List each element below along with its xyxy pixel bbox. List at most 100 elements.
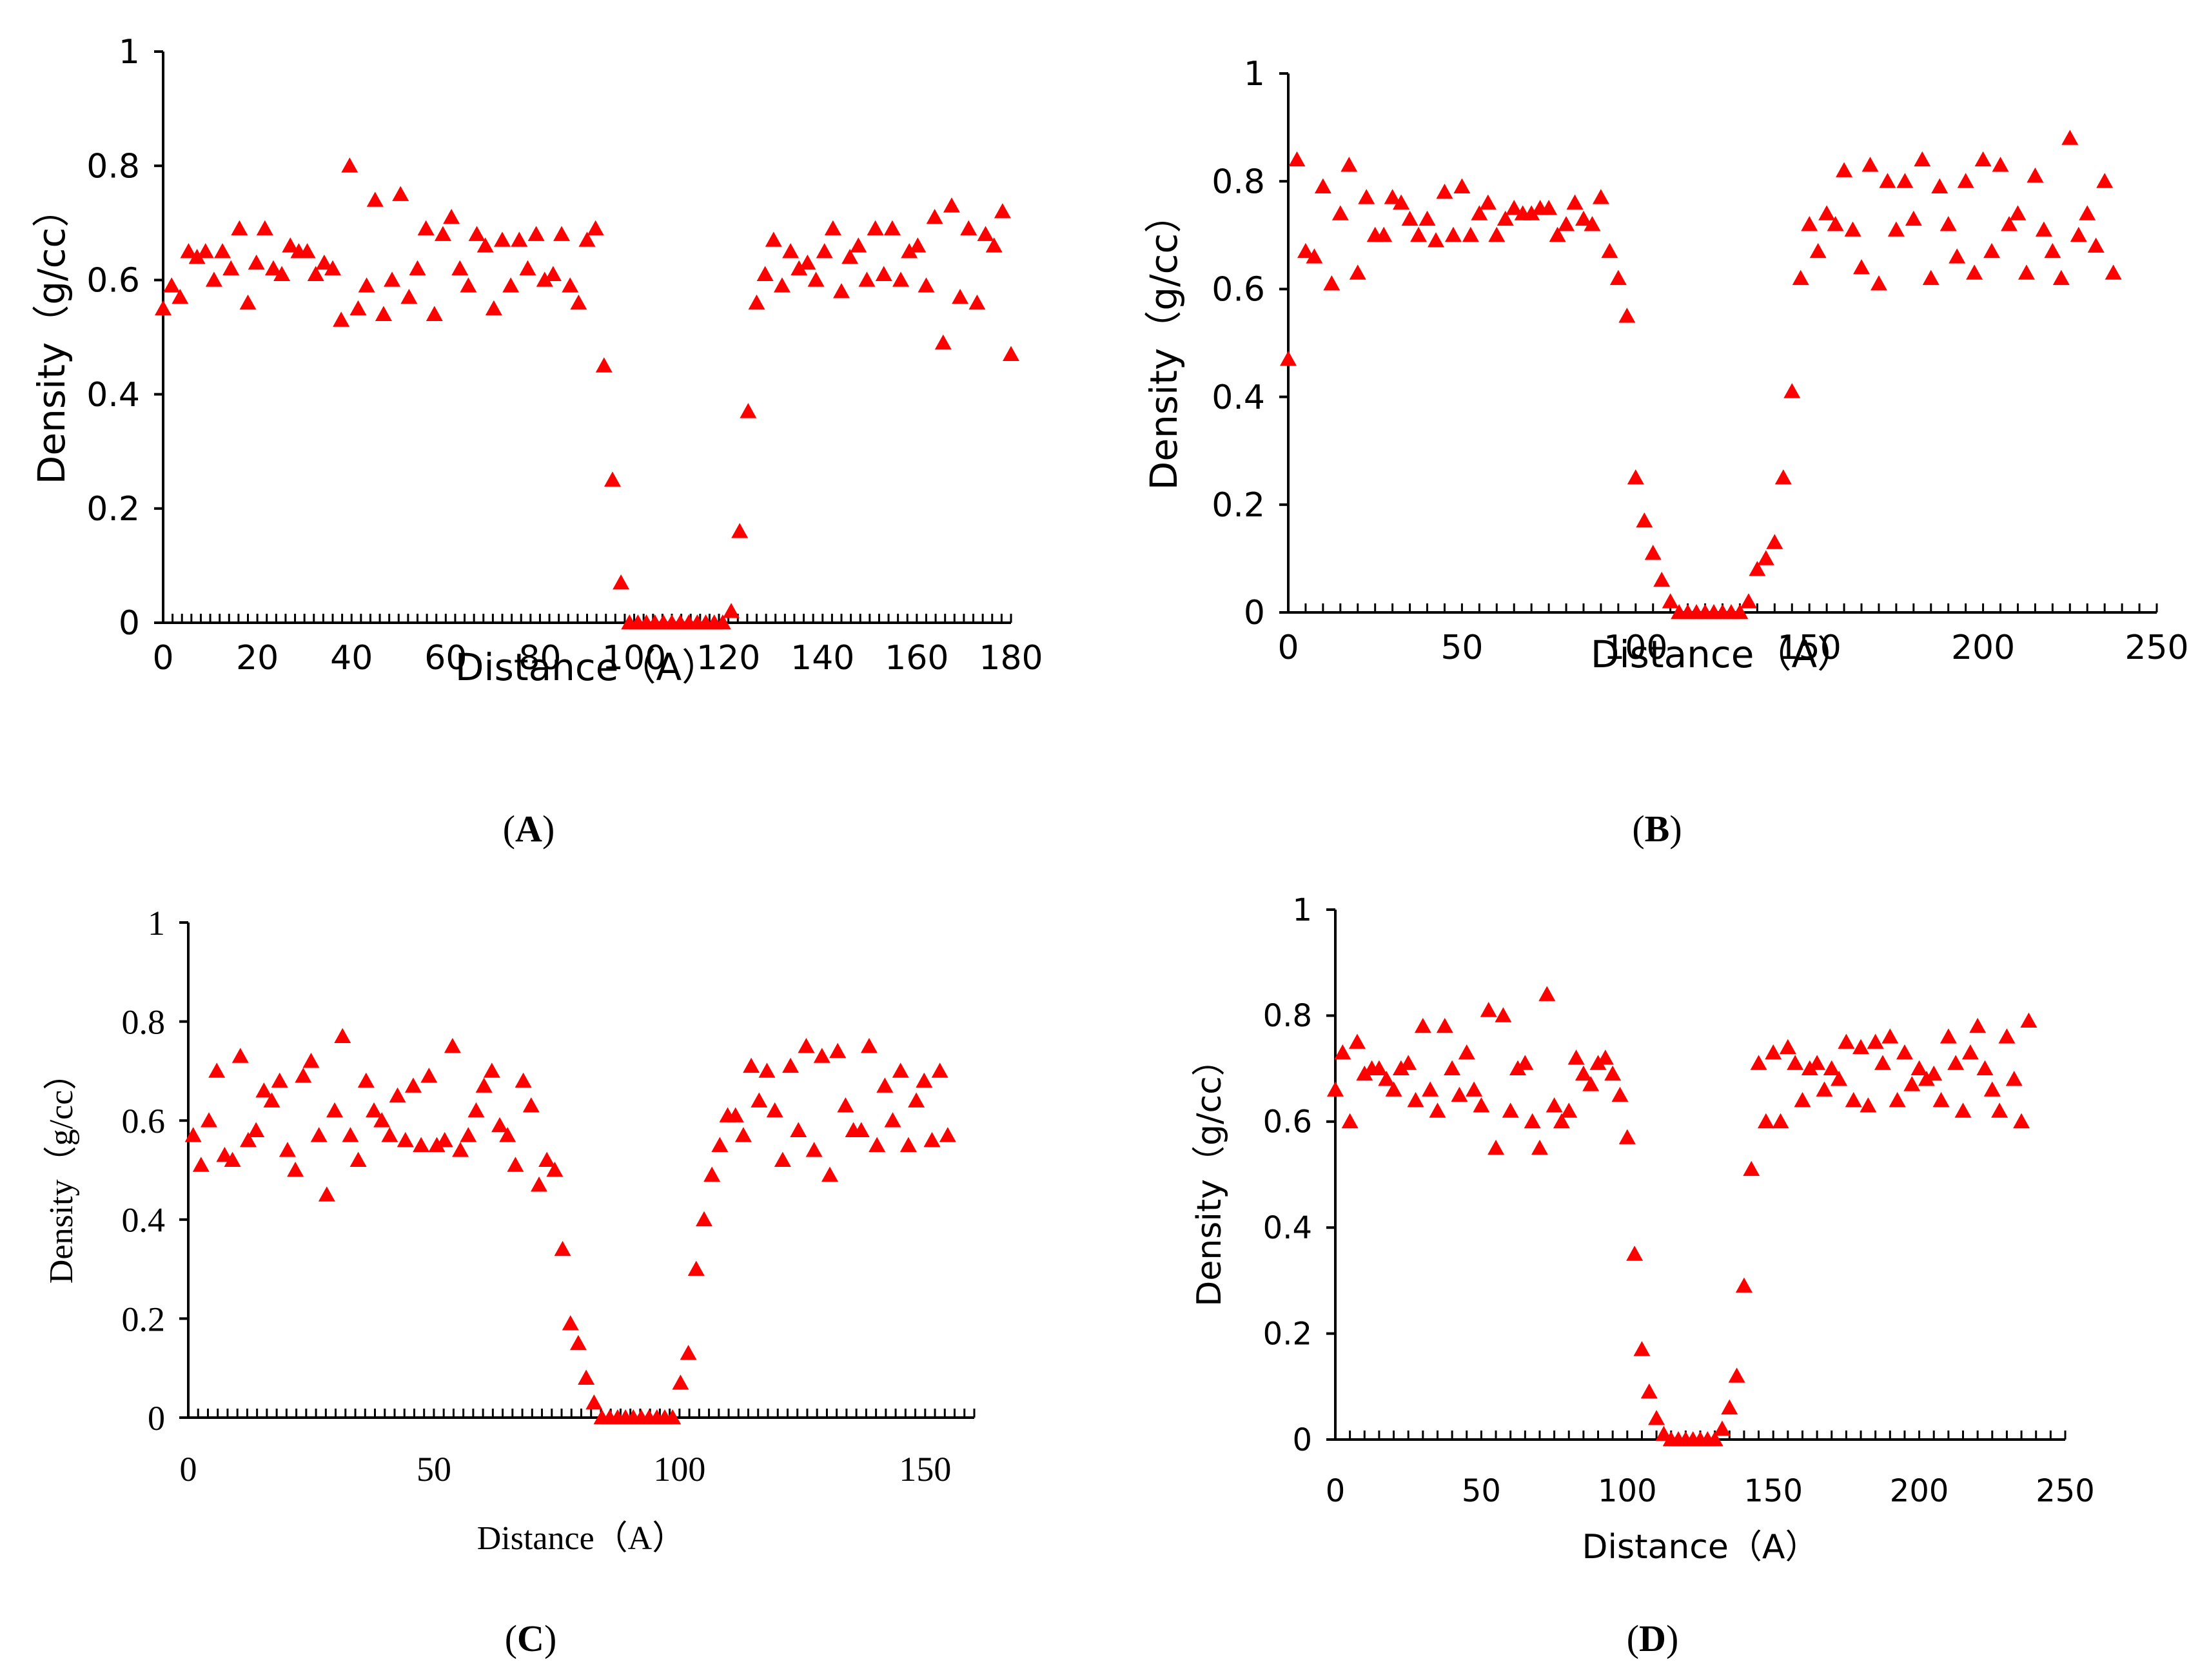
- data-point: [1462, 226, 1479, 242]
- data-point: [1740, 593, 1757, 609]
- data-point: [1414, 1017, 1431, 1033]
- data-point: [1627, 469, 1644, 485]
- x-tick-label: 50: [1462, 1473, 1501, 1509]
- data-point: [2005, 1071, 2023, 1086]
- data-point: [1870, 275, 1887, 291]
- data-point: [271, 1072, 288, 1088]
- data-point: [491, 1117, 509, 1133]
- data-point: [184, 1127, 202, 1142]
- data-point: [687, 1260, 705, 1276]
- data-point: [841, 248, 859, 264]
- chart-b-svg: 0 0.2 0.4 0.6 0.8 1 0 50 100 150 200 250 Distance（A）…: [1142, 55, 2189, 676]
- data-point: [358, 277, 375, 293]
- data-point: [1757, 550, 1774, 565]
- data-point: [994, 203, 1011, 219]
- data-point: [1827, 216, 1844, 231]
- x-tick-label: 50: [1440, 629, 1483, 667]
- data-point: [1549, 226, 1566, 242]
- data-point: [1495, 1007, 1512, 1022]
- data-point: [426, 306, 443, 321]
- data-point: [931, 1062, 948, 1078]
- data-point: [1845, 1091, 1862, 1108]
- data-point: [1887, 221, 1905, 237]
- x-tick-label: 120: [696, 639, 760, 678]
- chart-a-svg: 0 0.2 0.4 0.6 0.8 1 0 20 40 60 80 100 120 140 160 180 Di…: [30, 33, 1043, 689]
- data-point: [918, 277, 935, 293]
- data-point: [349, 300, 367, 316]
- data-point: [680, 1345, 697, 1360]
- data-point: [434, 226, 451, 241]
- data-point: [2079, 205, 2096, 220]
- data-point: [468, 226, 486, 241]
- y-tick-label: 0.2: [86, 490, 140, 529]
- data-point: [1471, 205, 1488, 220]
- data-point: [578, 231, 596, 247]
- data-point: [310, 1127, 328, 1142]
- data-point: [1436, 1017, 1453, 1033]
- data-point: [373, 1112, 391, 1128]
- data-point: [1749, 561, 1766, 576]
- data-point: [916, 1072, 933, 1088]
- data-point: [392, 186, 409, 201]
- data-point: [2061, 130, 2079, 145]
- data-point: [1867, 1033, 1884, 1049]
- chart-panel-d: 0 0.2 0.4 0.6 0.8 1 0 50 100 150 200 250 Distance（A）…: [1104, 840, 2209, 1680]
- data-point: [1567, 1050, 1585, 1065]
- data-point: [1783, 383, 1801, 398]
- data-point: [1728, 1367, 1745, 1383]
- data-point: [2013, 1113, 2030, 1129]
- data-point: [672, 1374, 689, 1390]
- data-point: [1757, 1113, 1774, 1129]
- y-tick-label: 0: [1292, 1422, 1312, 1458]
- data-point: [1957, 173, 1974, 188]
- data-point: [1487, 1139, 1505, 1155]
- data-point: [1618, 308, 1636, 323]
- data-point: [1480, 1002, 1497, 1017]
- data-point: [1787, 1055, 1804, 1070]
- data-point: [1809, 242, 1827, 259]
- data-point: [952, 288, 969, 304]
- data-point: [1523, 205, 1540, 220]
- data-point: [727, 1107, 744, 1122]
- data-point: [1349, 264, 1366, 280]
- data-point: [790, 260, 808, 276]
- data-point: [1966, 264, 1983, 280]
- data-point: [1918, 1071, 1935, 1086]
- data-point: [1314, 178, 1331, 193]
- data-point: [1575, 1065, 1592, 1081]
- data-point: [1816, 1081, 1833, 1097]
- y-tick-label: 0.8: [1212, 162, 1265, 201]
- data-point: [1560, 1102, 1578, 1118]
- data-point: [1818, 205, 1836, 220]
- data-point: [1633, 1341, 1651, 1356]
- data-point: [208, 1062, 226, 1078]
- data-point: [365, 1102, 382, 1118]
- y-tick-label: 0: [119, 604, 140, 643]
- data-point: [475, 1077, 493, 1093]
- data-point: [743, 1057, 760, 1073]
- data-point: [782, 243, 800, 259]
- data-point: [1334, 1044, 1351, 1060]
- data-point: [578, 1369, 595, 1385]
- data-point: [2009, 205, 2027, 220]
- data-point: [554, 1240, 571, 1256]
- data-point: [875, 266, 892, 281]
- data-point: [1618, 1129, 1636, 1144]
- x-tick-label: 200: [1890, 1473, 1949, 1509]
- data-point: [1488, 226, 1506, 242]
- data-point: [2087, 237, 2105, 253]
- data-point: [205, 271, 222, 287]
- x-tick-label: 20: [236, 639, 279, 678]
- y-tick-label: 1: [1292, 892, 1312, 928]
- data-point: [334, 1028, 351, 1044]
- data-point: [544, 266, 562, 281]
- data-point: [381, 1127, 398, 1142]
- data-point: [1453, 178, 1471, 193]
- data-point: [1844, 221, 1861, 237]
- data-point: [1509, 1060, 1526, 1075]
- data-point: [1983, 1081, 2001, 1097]
- y-tick-label: 1: [1244, 55, 1265, 93]
- data-point: [1611, 1086, 1629, 1102]
- data-point: [1947, 1055, 1965, 1070]
- data-point: [197, 243, 214, 259]
